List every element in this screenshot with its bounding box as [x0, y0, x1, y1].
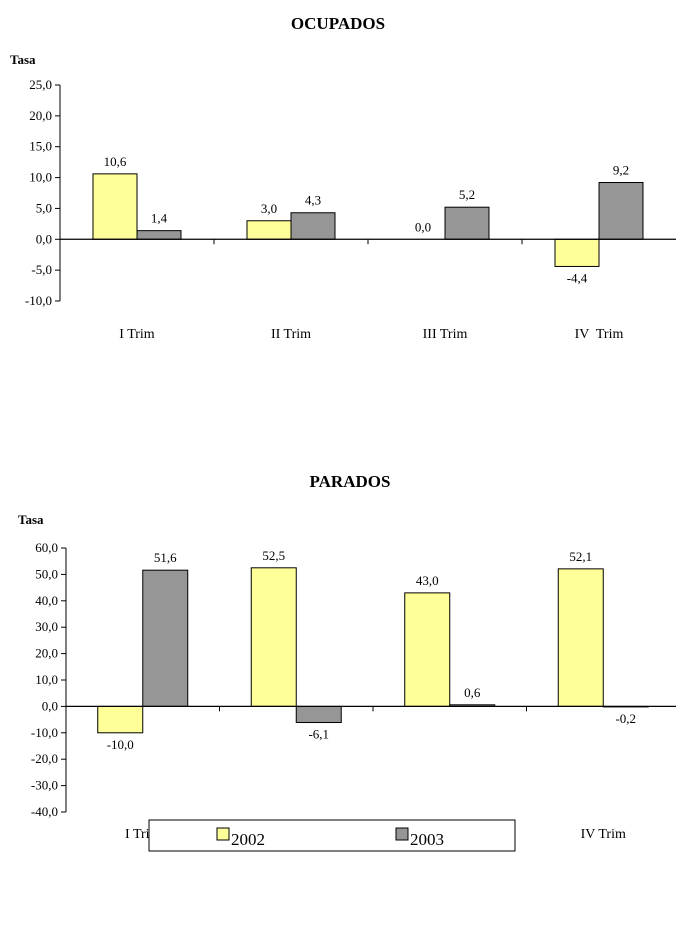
bar-2003-4	[598, 182, 644, 240]
bar-2002-4	[554, 238, 600, 267]
y-tick-label: 0,0	[36, 231, 52, 246]
y-tick-label: -10,0	[25, 293, 52, 308]
category-label: IV Trim	[581, 827, 626, 842]
chart-title: OCUPADOS	[291, 14, 385, 33]
y-tick-label: 15,0	[29, 139, 52, 154]
y-tick-label: 20,0	[35, 646, 58, 661]
category-label: I Trim	[119, 327, 155, 342]
bar-2002-2	[250, 567, 297, 707]
bar-2003-3	[444, 206, 490, 240]
data-label-2003-1: 51,6	[154, 550, 177, 565]
data-label-2003-1: 1,4	[151, 211, 168, 226]
data-label-2003-3: 0,6	[464, 685, 481, 700]
y-tick-label: 25,0	[29, 77, 52, 92]
bar-2003-1	[142, 569, 189, 707]
bar-2002-2	[246, 220, 292, 240]
data-label-2002-3: 43,0	[416, 573, 439, 588]
bar-2002-1	[97, 705, 144, 734]
chart-title: PARADOS	[310, 472, 391, 491]
y-tick-label: -30,0	[31, 778, 58, 793]
bar-2002-3	[404, 592, 451, 707]
data-label-2002-2: 52,5	[262, 548, 285, 563]
data-label-2003-2: 4,3	[305, 193, 321, 208]
y-tick-label: -20,0	[31, 751, 58, 766]
legend: 2002 2003	[148, 819, 516, 852]
bar-2003-2	[295, 705, 342, 724]
data-label-2002-1: 10,6	[104, 154, 127, 169]
y-axis-title: Tasa	[10, 52, 36, 67]
category-label: IV Trim	[575, 327, 624, 342]
y-tick-label: 40,0	[35, 593, 58, 608]
category-label: III Trim	[423, 327, 468, 342]
legend-swatch-2003	[395, 827, 409, 841]
y-axis-title: Tasa	[18, 512, 44, 527]
data-label-2002-2: 3,0	[261, 201, 277, 216]
y-tick-label: 50,0	[35, 566, 58, 581]
bar-2002-4	[557, 568, 604, 707]
y-tick-label: 60,0	[35, 540, 58, 555]
y-tick-label: -5,0	[31, 262, 52, 277]
data-label-2003-4: 9,2	[613, 163, 629, 178]
legend-swatch-2002	[216, 827, 230, 841]
y-tick-label: 30,0	[35, 619, 58, 634]
y-tick-label: 0,0	[42, 698, 58, 713]
legend-box	[148, 819, 516, 852]
y-tick-label: 10,0	[35, 672, 58, 687]
data-label-2002-1: -10,0	[107, 737, 134, 752]
data-label-2003-2: -6,1	[308, 727, 329, 742]
legend-label-2003: 2003	[410, 830, 444, 849]
data-label-2003-3: 5,2	[459, 187, 475, 202]
category-label: II Trim	[271, 327, 311, 342]
y-tick-label: 5,0	[36, 200, 52, 215]
y-tick-label: 20,0	[29, 108, 52, 123]
y-tick-label: -10,0	[31, 725, 58, 740]
data-label-2002-3: 0,0	[415, 219, 431, 234]
bar-2002-1	[92, 173, 138, 240]
data-label-2002-4: 52,1	[569, 549, 592, 564]
parados-chart: PARADOS Tasa -40,0 -30,0 -20,0 -10,0 0,0 10,0…	[18, 472, 676, 842]
data-label-2003-4: -0,2	[615, 711, 636, 726]
y-tick-label: -40,0	[31, 804, 58, 819]
bar-2003-2	[290, 212, 336, 240]
ocupados-chart: OCUPADOS Tasa -10,0 -5,0 0,0 5,0 10,0 15,0 20,…	[10, 14, 676, 342]
data-label-2002-4: -4,4	[567, 270, 588, 285]
y-tick-label: 10,0	[29, 170, 52, 185]
bar-2003-1	[136, 230, 182, 240]
legend-label-2002: 2002	[231, 830, 265, 849]
